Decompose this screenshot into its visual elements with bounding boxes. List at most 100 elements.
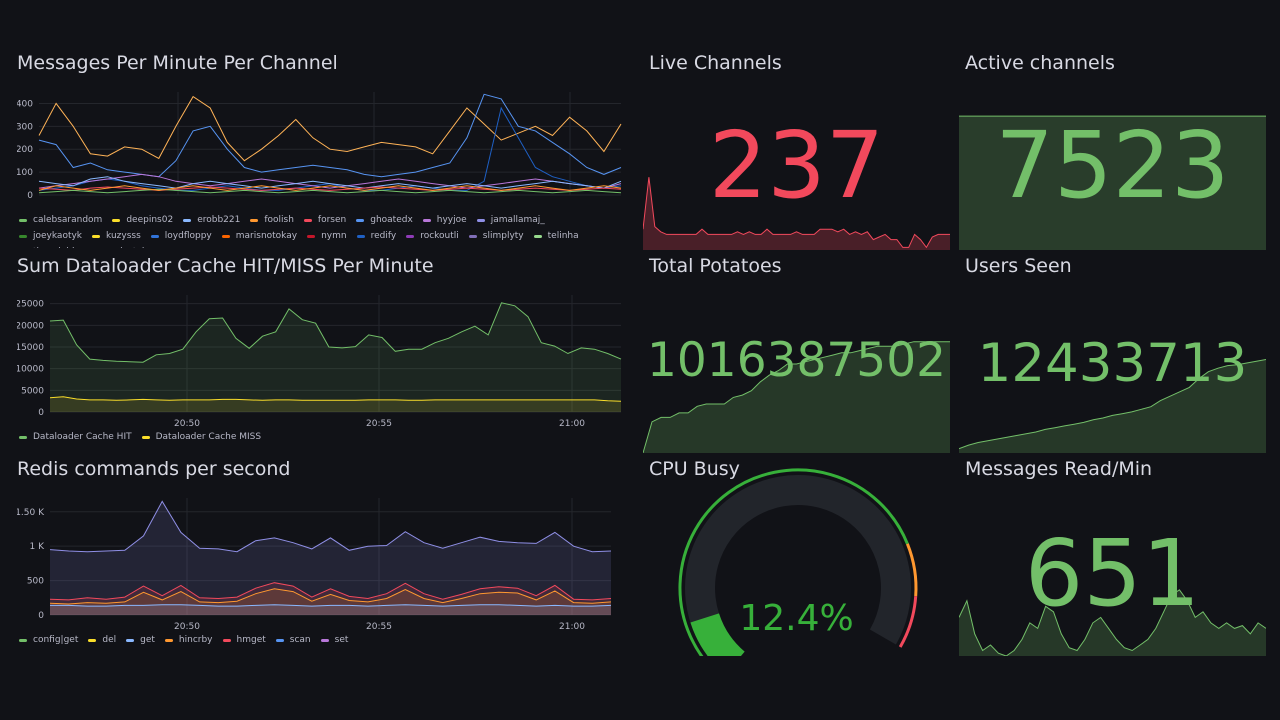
users-seen-sparkline [959, 359, 1266, 453]
legend-swatch [164, 638, 173, 642]
legend-label: valastol [109, 244, 144, 248]
panel-title: Redis commands per second [17, 458, 291, 480]
legend-swatch [19, 234, 27, 238]
panel-active-channels: Active channels 7523 [959, 52, 1266, 250]
legend-item[interactable]: jamallamaj_ [476, 212, 545, 228]
legend-item[interactable]: telinha [533, 228, 579, 244]
gauge-threshold-red [898, 596, 918, 648]
legend-label: forsen [317, 215, 347, 225]
legend-swatch [422, 218, 431, 222]
legend-label: foolish [264, 215, 294, 225]
series-area [50, 604, 611, 615]
y-tick-label: 20000 [17, 321, 44, 331]
sparkline-area [959, 359, 1266, 453]
y-tick-label: 500 [27, 577, 44, 587]
legend-label: scan [289, 635, 311, 645]
legend-item[interactable]: slimplyty [468, 228, 524, 244]
series-line [38, 95, 622, 162]
legend-swatch [275, 638, 284, 642]
gauge-value: 12.4% [739, 598, 854, 639]
legend-item[interactable]: scan [275, 632, 311, 648]
messages-read-sparkline [959, 589, 1266, 656]
y-tick-label: 200 [17, 145, 33, 155]
legend-item[interactable]: calebsarandom [19, 212, 102, 228]
legend-label: set [334, 635, 349, 645]
legend-item[interactable]: redify [356, 228, 397, 244]
legend-label: redify [370, 231, 397, 241]
y-tick-label: 400 [17, 99, 33, 109]
legend-item[interactable]: deepins02 [112, 212, 173, 228]
legend-swatch [320, 638, 329, 642]
legend-item[interactable]: Dataloader Cache HIT [19, 429, 132, 445]
panel-title: Total Potatoes [649, 255, 782, 277]
legend-item[interactable]: forsen [303, 212, 347, 228]
panel-users-seen: Users Seen 12433713 [959, 255, 1266, 453]
legend-item[interactable]: valastol [95, 244, 144, 248]
series-line [38, 188, 622, 194]
redis-chart: 0 500 1 K 1.50 K 20:50 20:55 21:00 [17, 498, 612, 632]
legend-label: deepins02 [126, 215, 174, 225]
x-tick-label: 20:50 [174, 419, 200, 429]
y-tick-label: 0 [38, 611, 44, 621]
legend-item[interactable]: ghoatedx [356, 212, 413, 228]
stat-value: 12433713 [977, 333, 1248, 394]
legend-swatch [92, 234, 101, 238]
chart-legend: config|get del get hincrby hmget scan set [19, 632, 619, 648]
legend-label: calebsarandom [33, 215, 103, 225]
legend-label: config|get [33, 635, 79, 645]
legend-item[interactable]: hmget [222, 632, 266, 648]
series-line [38, 173, 622, 189]
series-line [49, 396, 622, 402]
y-tick-label: 300 [17, 122, 33, 132]
series-area [50, 588, 611, 615]
legend-item[interactable]: joeykaotyk [19, 228, 82, 244]
sparkline-line [959, 589, 1266, 656]
legend-label: telinha [547, 231, 579, 241]
legend-swatch [126, 638, 135, 642]
gauge-threshold-green [678, 468, 909, 656]
legend-swatch [141, 435, 150, 439]
legend-item[interactable]: rockoutli [406, 228, 459, 244]
legend-item[interactable]: foolish [250, 212, 294, 228]
legend-swatch [307, 234, 316, 238]
panel-title: Active channels [965, 52, 1115, 74]
sparkline-area [959, 589, 1266, 656]
stat-value: 237 [708, 112, 885, 219]
legend-swatch [468, 234, 477, 238]
panel-total-potatoes: Total Potatoes 1016387502 [643, 255, 950, 453]
legend-item[interactable]: del [88, 632, 116, 648]
legend-item[interactable]: nymn [307, 228, 347, 244]
gauge-value-arc [690, 612, 746, 656]
legend-label: rockoutli [420, 231, 459, 241]
legend-item[interactable]: thecalebjay [19, 244, 85, 248]
legend-label: nymn [321, 231, 347, 241]
panel-live-channels: Live Channels 237 [643, 52, 950, 250]
legend-item[interactable]: xqc [154, 244, 184, 248]
legend-item[interactable]: kuzysss [92, 228, 141, 244]
legend-swatch [356, 234, 365, 238]
panel-title: Messages Per Minute Per Channel [17, 52, 338, 74]
legend-swatch [476, 218, 485, 222]
legend-item[interactable]: Dataloader Cache MISS [141, 429, 261, 445]
legend-swatch [533, 234, 542, 238]
legend-label: jamallamaj_ [490, 215, 545, 225]
legend-label: hmget [236, 635, 266, 645]
legend-item[interactable]: erobb221 [183, 212, 240, 228]
series-area [50, 302, 621, 412]
y-tick-label: 5000 [21, 386, 44, 396]
legend-item[interactable]: hyyjoe [422, 212, 467, 228]
y-tick-label: 1 K [30, 542, 46, 552]
legend-item[interactable]: get [126, 632, 155, 648]
legend-item[interactable]: loydfloppy [150, 228, 212, 244]
legend-item[interactable]: set [320, 632, 349, 648]
legend-label: hincrby [178, 635, 213, 645]
sparkline-line [643, 177, 950, 249]
legend-item[interactable]: config|get [19, 632, 78, 648]
legend-item[interactable]: marisnotokay [221, 228, 297, 244]
series-line [38, 93, 622, 178]
panel-title: Users Seen [965, 255, 1072, 277]
legend-item[interactable]: hincrby [164, 632, 213, 648]
y-tick-label: 0 [27, 191, 33, 201]
series-line [49, 588, 612, 605]
